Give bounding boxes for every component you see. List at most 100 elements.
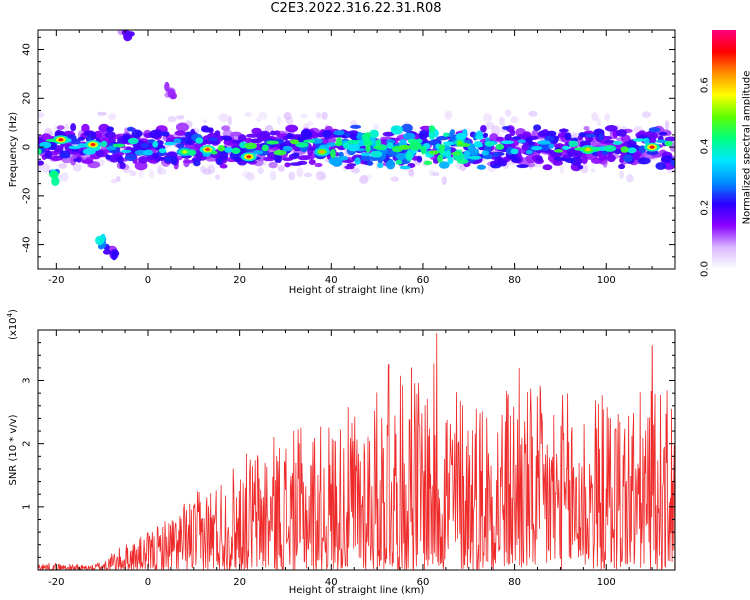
spectral-blob — [158, 156, 166, 161]
spectral-blob — [106, 126, 114, 132]
spectral-blob — [386, 142, 394, 149]
spectral-blob — [395, 153, 407, 161]
spectral-blob — [274, 154, 281, 163]
spectral-blob — [258, 111, 268, 120]
spectral-blob — [104, 131, 116, 139]
spectral-blob — [117, 156, 124, 164]
spectral-blob — [535, 155, 543, 163]
spectral-blob — [437, 148, 445, 154]
spectral-blob — [603, 145, 617, 152]
spectral-blob — [373, 145, 383, 150]
spectral-blob — [627, 147, 637, 154]
spectral-blob — [148, 169, 155, 179]
spectral-blob — [561, 145, 571, 150]
spectral-blob — [457, 159, 469, 164]
y-axis-label: SNR (10 * v/v) — [8, 414, 19, 485]
spectral-blob — [288, 171, 296, 181]
spectral-blob — [377, 162, 384, 168]
spectral-blob — [622, 154, 633, 163]
spectral-blob — [581, 155, 588, 165]
spectral-blob — [69, 138, 81, 145]
y-tick-label: 20 — [22, 92, 33, 105]
spectral-blob — [303, 172, 313, 178]
spectral-blob — [244, 142, 257, 150]
spectral-blob — [466, 139, 472, 145]
spectral-blob — [297, 155, 311, 161]
spectral-blob — [590, 168, 596, 173]
spectral-blob — [533, 124, 542, 131]
spectral-blob — [604, 113, 610, 122]
spectral-blob — [230, 131, 242, 137]
spectral-blob — [245, 172, 255, 181]
spectral-blob — [182, 150, 188, 154]
spectral-blob — [72, 163, 82, 172]
spectral-blob — [632, 151, 640, 161]
spectral-blob — [129, 170, 137, 177]
spectral-blob — [42, 163, 51, 173]
spectral-blob — [553, 157, 566, 161]
colorbar-tick-label: 0.4 — [700, 138, 711, 154]
spectral-blob — [626, 174, 634, 183]
spectral-blob — [510, 116, 519, 123]
spectral-blob — [420, 145, 427, 155]
spectral-blob — [38, 160, 45, 166]
colorbar-label: Normalized spectral amplitude — [742, 71, 750, 225]
spectral-blob — [261, 144, 269, 152]
spectral-blob — [38, 148, 42, 155]
spectral-blob — [82, 148, 96, 155]
spectral-blob — [620, 134, 631, 143]
spectral-blob — [81, 159, 94, 164]
spectral-blob — [295, 142, 309, 148]
spectral-blob — [637, 157, 651, 165]
spectral-blob — [108, 154, 120, 163]
spectral-blob — [618, 163, 626, 170]
spectral-blob — [152, 141, 159, 148]
spectral-blob — [546, 130, 557, 137]
spectral-blob — [476, 164, 486, 170]
spectral-blob — [164, 155, 172, 164]
spectral-blob — [537, 140, 551, 145]
spectral-blob — [347, 139, 360, 145]
spectral-blob — [360, 154, 371, 162]
spectral-blob — [231, 147, 241, 155]
spectral-blob — [138, 168, 144, 179]
spectral-blob — [44, 150, 52, 160]
spectral-blob — [602, 136, 613, 140]
spectral-blob — [252, 150, 264, 155]
spectral-blob — [208, 137, 219, 142]
spectral-blob — [350, 124, 362, 129]
spectral-blob — [568, 140, 579, 147]
spectral-blob — [73, 158, 82, 162]
x-tick-label: 20 — [233, 577, 246, 588]
spectral-blob — [365, 143, 371, 153]
spectral-blob — [354, 157, 361, 165]
spectral-blob — [273, 149, 287, 156]
spectral-blob — [81, 123, 90, 133]
spectral-blob — [182, 159, 195, 164]
spectral-blob — [286, 132, 293, 140]
spectral-blob — [127, 126, 135, 132]
y-axis-multiplier: (x104) — [6, 309, 19, 340]
spectral-blob — [77, 136, 86, 141]
spectral-blob — [167, 116, 177, 123]
spectral-blob — [419, 125, 432, 131]
colorbar-tick-label: 0.0 — [700, 261, 711, 277]
spectral-blob — [419, 129, 429, 140]
spectral-blob — [64, 123, 69, 134]
spectral-blob — [567, 151, 573, 158]
spectral-blob — [664, 140, 673, 147]
spectral-blob — [170, 156, 178, 166]
spectral-blob — [60, 172, 69, 182]
x-tick-label: 20 — [233, 275, 246, 286]
spectral-blob — [346, 163, 357, 167]
spectral-blob — [590, 146, 601, 152]
spectral-blob — [315, 112, 322, 119]
y-axis-label: Frequency (Hz) — [8, 112, 19, 188]
spectral-blob — [187, 149, 197, 156]
x-tick-label: 0 — [145, 577, 151, 588]
spectral-blob — [321, 130, 332, 138]
spectral-blob — [463, 150, 471, 160]
spectral-blob — [202, 119, 208, 124]
spectral-blob — [666, 130, 672, 136]
